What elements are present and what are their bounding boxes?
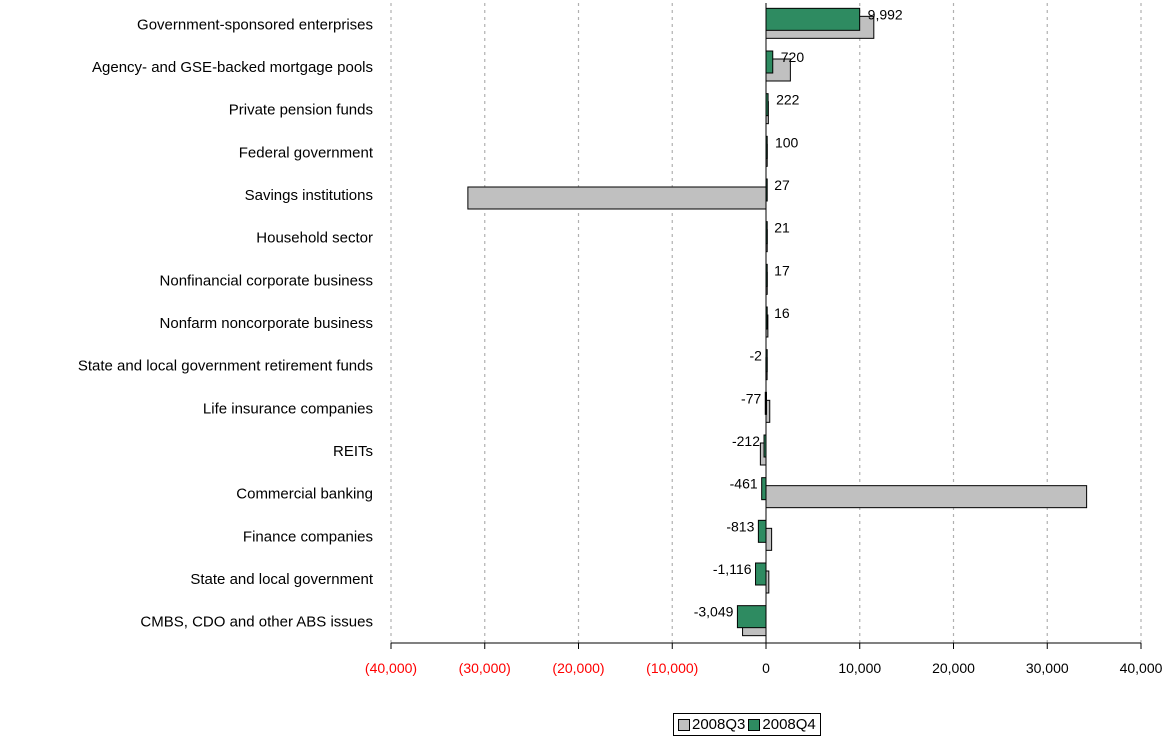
legend-swatch-2008q4 — [748, 718, 761, 731]
data-label: 16 — [774, 305, 790, 321]
category-label: Commercial banking — [236, 486, 373, 503]
category-label: Savings institutions — [245, 187, 373, 204]
category-label: Federal government — [239, 144, 374, 161]
category-label: Private pension funds — [229, 102, 373, 119]
category-label: Life insurance companies — [203, 400, 373, 417]
data-label: 720 — [781, 49, 805, 65]
data-label: -212 — [732, 433, 760, 449]
bars — [467, 7, 1088, 637]
category-label: Household sector — [256, 230, 373, 247]
bar-2008q3 — [765, 485, 1088, 509]
bar-2008q4 — [757, 519, 767, 543]
x-tick-label: 40,000 — [1120, 660, 1163, 676]
category-label: State and local government retirement fu… — [78, 358, 373, 375]
category-label: Finance companies — [243, 528, 373, 545]
category-label: REITs — [333, 443, 373, 460]
x-tick-label: 0 — [762, 660, 770, 676]
x-tick-label: (20,000) — [552, 660, 604, 676]
bar-2008q4 — [755, 562, 767, 586]
x-tick-label: 30,000 — [1026, 660, 1069, 676]
data-label: 9,992 — [868, 6, 903, 22]
bar-2008q4 — [736, 605, 767, 629]
x-tick-label: 20,000 — [932, 660, 975, 676]
category-label: CMBS, CDO and other ABS issues — [140, 614, 373, 631]
data-label: 21 — [774, 220, 790, 236]
x-axis: (40,000) (30,000) (20,000) (10,000) 0 10,000 2… — [365, 3, 1163, 676]
legend: 2008Q3 2008Q4 — [673, 713, 821, 736]
category-label: Agency- and GSE-backed mortgage pools — [92, 59, 373, 76]
category-label: Nonfarm noncorporate business — [160, 315, 373, 332]
x-tick-label: (10,000) — [646, 660, 698, 676]
data-labels: 9,992 720 222 100 27 21 17 16 -2 -77 -212 -461 -813 -… — [694, 6, 903, 619]
data-label: -813 — [726, 518, 754, 534]
data-label: -3,049 — [694, 604, 734, 620]
category-label: State and local government — [190, 571, 373, 588]
data-label: 17 — [774, 262, 790, 278]
bar-2008q3 — [765, 527, 773, 551]
data-label: 27 — [774, 177, 790, 193]
gridlines — [390, 3, 1142, 643]
bar-2008q3 — [467, 186, 767, 210]
data-label: -1,116 — [713, 561, 752, 577]
legend-label-2008q3: 2008Q3 — [692, 716, 746, 733]
legend-swatch-2008q3 — [678, 718, 690, 731]
legend-item-2008q3: 2008Q3 — [678, 716, 745, 733]
bar-chart: (40,000) (30,000) (20,000) (10,000) 0 10,000 2… — [78, 3, 1163, 676]
bar-2008q4 — [761, 477, 767, 501]
category-labels: Government-sponsored enterprises Agency- … — [78, 16, 374, 630]
category-label: Nonfinancial corporate business — [160, 272, 373, 289]
data-label: -461 — [730, 476, 758, 492]
data-label: -2 — [750, 348, 763, 364]
legend-item-2008q4: 2008Q4 — [748, 716, 816, 733]
legend-label-2008q4: 2008Q4 — [762, 716, 816, 733]
x-tick-label: 10,000 — [838, 660, 881, 676]
bar-2008q4 — [765, 50, 774, 74]
data-label: 222 — [776, 92, 800, 108]
x-tick-label: (30,000) — [459, 660, 511, 676]
category-label: Government-sponsored enterprises — [137, 16, 373, 33]
data-label: 100 — [775, 134, 799, 150]
data-label: -77 — [741, 390, 761, 406]
x-tick-label: (40,000) — [365, 660, 417, 676]
bar-2008q4 — [765, 7, 861, 31]
